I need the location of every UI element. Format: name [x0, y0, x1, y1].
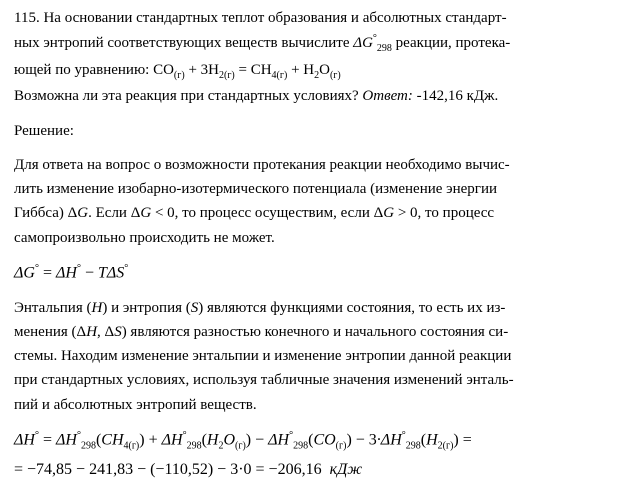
p1-l3-d: > 0, то процесс [394, 205, 494, 221]
problem-equation: ющей по уравнению: CO(г) + 3H2(г) = CH4(… [14, 60, 626, 83]
p2-l2-c: ) являются разностью конечного и начальн… [122, 324, 509, 340]
problem-number: 115. [14, 10, 40, 26]
g1: G [77, 205, 88, 221]
answer-value: -142,16 кДж. [417, 88, 499, 104]
problem-question: Возможна ли эта реакция при стандартных … [14, 88, 362, 104]
eq2-line2: = −74,85 − 241,83 − (−110,52) − 3·0 = −2… [14, 459, 626, 481]
p1-l3-a: Гиббса) Δ [14, 205, 77, 221]
p2-l2-b: , Δ [97, 324, 114, 340]
body-p2-l2: менения (ΔH, ΔS) являются разностью коне… [14, 322, 626, 342]
p2-l1-b: ) и энтропия ( [102, 300, 190, 316]
problem-line1: На основании стандартных теплот образова… [43, 10, 506, 26]
g3: G [383, 205, 394, 221]
body-p1-l1: Для ответа на вопрос о возможности проте… [14, 155, 626, 175]
h-sym2: H [86, 324, 97, 340]
dg-sub: 298 [377, 43, 392, 54]
h-sym: H [91, 300, 102, 316]
body-p1-l3: Гиббса) ΔG. Если ΔG < 0, то процесс осущ… [14, 203, 626, 223]
s-sym2: S [114, 324, 122, 340]
problem-line2a: ных энтропий соответствующих веществ выч… [14, 35, 353, 51]
g2: G [140, 205, 151, 221]
eq2-line1: ΔH° = ΔH°298(CH4(г)) + ΔH°298(H2O(г)) − … [14, 429, 626, 453]
dg-delta: ΔG [353, 35, 373, 51]
problem-text: 115. На основании стандартных теплот обр… [14, 8, 626, 28]
problem-line2b: реакции, протека- [396, 35, 511, 51]
p2-l1-a: Энтальпия ( [14, 300, 91, 316]
body-p2-l5: пий и абсолютных энтропий веществ. [14, 395, 626, 415]
body-p2-l1: Энтальпия (H) и энтропия (S) являются фу… [14, 298, 626, 318]
problem-line4: Возможна ли эта реакция при стандартных … [14, 86, 626, 106]
body-p1-l2: лить изменение изобарно-изотермического … [14, 179, 626, 199]
equation-gibbs: ΔG° = ΔH° − TΔS° [14, 262, 626, 284]
p1-l3-b: . Если Δ [88, 205, 140, 221]
equation-enthalpy: ΔH° = ΔH°298(CH4(г)) + ΔH°298(H2O(г)) − … [14, 429, 626, 481]
problem-line2: ных энтропий соответствующих веществ выч… [14, 32, 626, 56]
body-p2-l3: стемы. Находим изменение энтальпии и изм… [14, 346, 626, 366]
solution-label: Решение: [14, 121, 626, 141]
body-p1-l4: самопроизвольно происходить не может. [14, 228, 626, 248]
body-p2-l4: при стандартных условиях, используя табл… [14, 370, 626, 390]
p1-l3-c: < 0, то процесс осуществим, если Δ [151, 205, 383, 221]
p2-l2-a: менения (Δ [14, 324, 86, 340]
dg-symbol: ΔG°298 [353, 35, 395, 51]
answer-label: Ответ: [362, 88, 412, 104]
p2-l1-c: ) являются функциями состояния, то есть … [198, 300, 505, 316]
